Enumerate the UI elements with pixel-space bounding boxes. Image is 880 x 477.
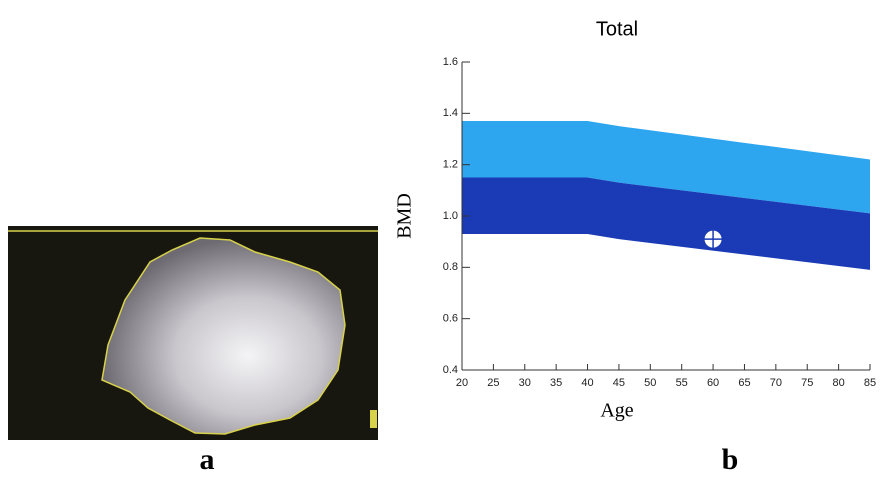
x-tick-label: 55: [676, 377, 688, 389]
x-tick-label: 45: [613, 377, 625, 389]
x-tick-label: 50: [644, 377, 656, 389]
y-tick-label: 1.4: [443, 107, 458, 119]
panel-label: b: [722, 443, 739, 476]
y-tick-label: 1.0: [443, 210, 458, 222]
figure: Total Age BMD a b 0.4 0.6 0.8 1.0 1.2 1.4 1.6 2…: [0, 0, 880, 477]
y-axis-label: BMD: [394, 193, 416, 239]
x-tick-label: 80: [832, 377, 844, 389]
plot: 0.4 0.6 0.8 1.0 1.2 1.4 1.6 20 25 30 35 40 45 50 55 60 6…: [443, 56, 876, 389]
panel-label: a: [200, 443, 215, 476]
x-tick-label: 25: [487, 377, 499, 389]
y-tick-label: 1.2: [443, 159, 458, 171]
x-tick-label: 30: [519, 377, 531, 389]
x-tick-label: 65: [738, 377, 750, 389]
x-tick-label: 60: [707, 377, 719, 389]
x-axis-label: Age: [600, 400, 633, 422]
scan-image: [8, 226, 378, 440]
x-tick-label: 70: [770, 377, 782, 389]
y-tick-label: 0.6: [443, 313, 458, 325]
x-tick-label: 75: [801, 377, 813, 389]
y-tick-label: 1.6: [443, 56, 458, 68]
x-tick-label: 85: [864, 377, 876, 389]
x-tick-label: 40: [581, 377, 593, 389]
y-tick-label: 0.8: [443, 261, 458, 273]
chart-title: Total: [596, 18, 638, 40]
x-tick-label: 20: [456, 377, 468, 389]
x-tick-label: 35: [550, 377, 562, 389]
y-tick-label: 0.4: [443, 364, 458, 376]
scan-marker: [370, 410, 377, 428]
